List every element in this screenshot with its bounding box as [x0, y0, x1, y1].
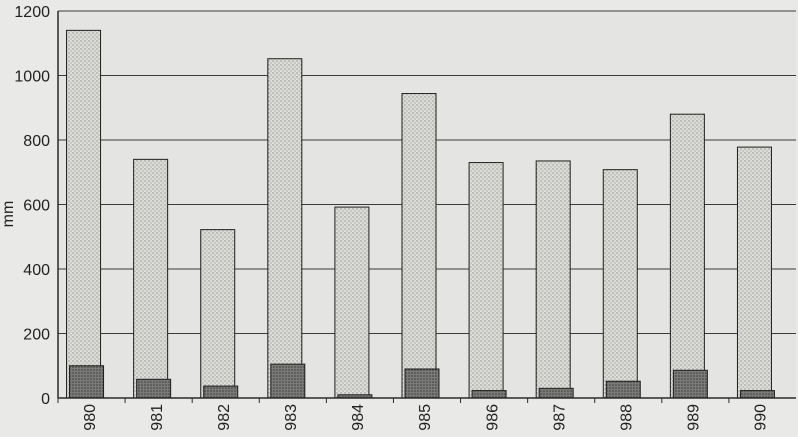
bar-series-1	[200, 229, 236, 399]
y-axis-label: mm	[0, 201, 17, 228]
axes	[57, 11, 796, 403]
bar-series-2	[136, 378, 172, 399]
bar-series-2	[270, 363, 306, 399]
y-tick-label: 0	[41, 391, 50, 408]
bar-series-1	[736, 146, 772, 399]
x-tick-labels: 980 981 982 983 984 985 986 987 988 989 990	[82, 404, 770, 431]
bar-series-1	[66, 29, 102, 399]
bar-series-2	[69, 365, 105, 399]
y-tick-labels: 0 200 400 600 800 1000 1200	[14, 4, 50, 408]
bar-series-2	[538, 387, 574, 399]
bar-series-1	[535, 160, 571, 399]
x-tick-label: 980	[82, 404, 99, 431]
y-tick-label: 1000	[14, 69, 50, 86]
x-tick-label: 984	[350, 404, 367, 431]
y-tick-label: 1200	[14, 4, 50, 21]
bar-series-2	[605, 380, 641, 399]
bar-series-1	[401, 93, 437, 399]
bar-series-1	[669, 113, 705, 399]
x-tick-label: 983	[283, 404, 300, 431]
y-tick-label: 200	[23, 327, 50, 344]
x-tick-label: 989	[686, 404, 703, 431]
bar-series-2	[471, 390, 507, 399]
x-tick-label: 987	[551, 404, 568, 431]
bar-series-1	[267, 58, 303, 399]
x-tick-label: 981	[149, 404, 166, 431]
bar-series-2	[203, 385, 239, 399]
x-tick-label: 982	[216, 404, 233, 431]
y-tick-label: 800	[23, 133, 50, 150]
bar-series-1	[468, 162, 504, 399]
x-tick-label: 985	[417, 404, 434, 431]
bar-series-2	[404, 368, 440, 399]
y-tick-label: 400	[23, 262, 50, 279]
bar-series-2	[739, 390, 775, 399]
bar-series-1	[602, 169, 638, 399]
x-tick-label: 990	[753, 404, 770, 431]
bar-series-1	[133, 158, 169, 399]
bar-series-2	[672, 369, 708, 399]
x-tick-label: 986	[484, 404, 501, 431]
bar-series-1	[334, 206, 370, 399]
x-tick-label: 988	[618, 404, 635, 431]
y-tick-label: 600	[23, 198, 50, 215]
